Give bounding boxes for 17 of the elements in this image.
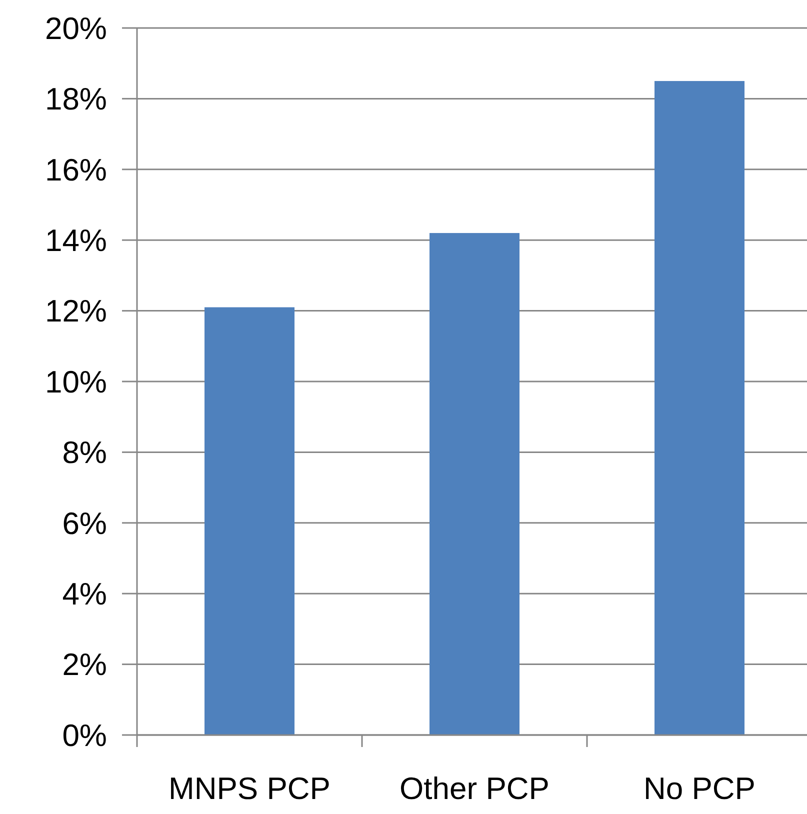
y-tick-label: 2% [62,647,107,682]
x-tick-label: Other PCP [400,771,550,806]
y-tick-label: 4% [62,576,107,612]
y-tick-label: 12% [44,294,107,329]
y-tick-label: 0% [62,718,107,753]
bar [654,81,744,735]
bar [430,233,520,735]
y-tick-label: 10% [44,364,107,400]
y-tick-label: 16% [44,152,107,188]
x-tick-label: MNPS PCP [168,771,330,806]
y-tick-label: 8% [62,435,107,470]
y-tick-label: 6% [62,506,107,541]
y-tick-label: 14% [44,222,107,258]
y-tick-label: 18% [44,82,107,117]
y-tick-label: 20% [44,10,107,46]
bar [204,307,294,735]
x-tick-label: No PCP [644,771,756,806]
